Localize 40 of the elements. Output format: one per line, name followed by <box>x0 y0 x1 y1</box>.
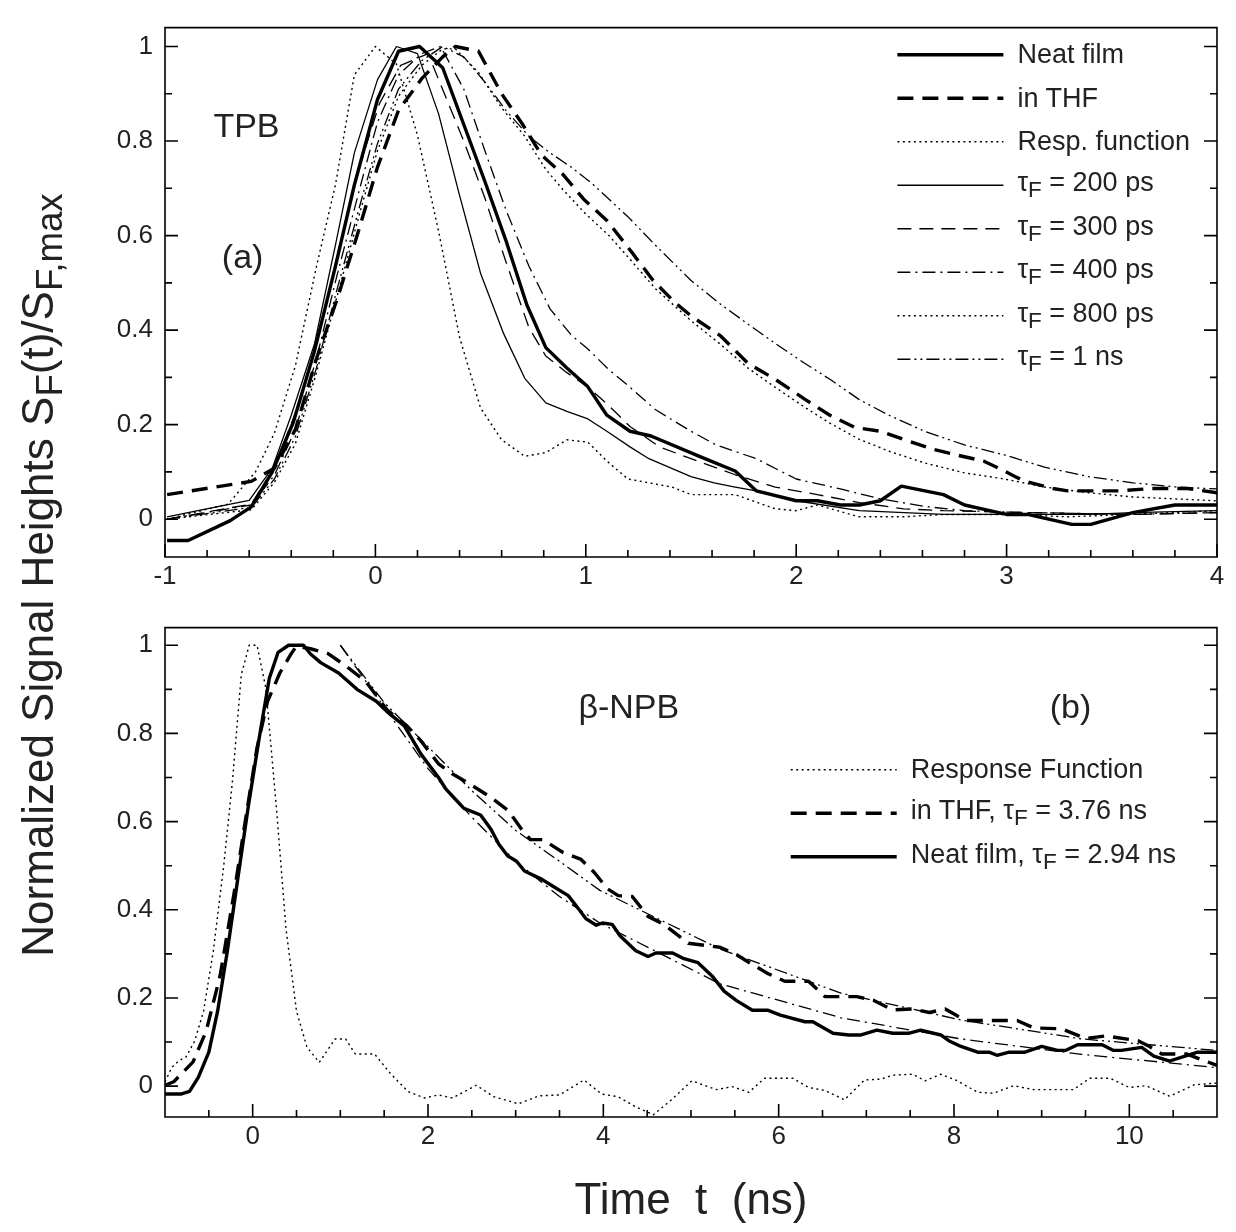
x-tick-label: 2 <box>420 1119 436 1150</box>
legend-label: Response Function <box>910 754 1144 786</box>
legend-label: in THF <box>1017 82 1098 114</box>
x-tick-label: 0 <box>245 1119 260 1150</box>
x-tick-label: 6 <box>771 1119 786 1150</box>
legend-label: Neat film <box>1017 39 1124 71</box>
x-tick-label: 2 <box>788 559 804 590</box>
y-tick-label: 0 <box>138 1069 153 1100</box>
x-tick-label: 4 <box>596 1119 611 1150</box>
legend-label: τ$_{F}$ = 300 ps <box>1017 210 1154 247</box>
x-tick-label: 3 <box>999 559 1014 590</box>
y-tick-label: 0.8 <box>116 716 153 747</box>
annotation: (b) <box>1049 687 1092 726</box>
y-tick-label: 0.4 <box>116 892 153 923</box>
x-tick-label: -1 <box>153 559 177 590</box>
legend-label: τ$_{F}$ = 800 ps <box>1017 297 1154 334</box>
x-tick-label: 10 <box>1114 1119 1144 1150</box>
annotation: β-NPB <box>578 687 680 726</box>
x-tick-label: 1 <box>578 559 594 590</box>
y-tick-label: 0.6 <box>116 218 153 249</box>
legend-label: τ$_{F}$ = 200 ps <box>1017 167 1154 204</box>
y-tick-label: 1 <box>138 29 153 60</box>
legend-label: τ$_{F}$ = 400 ps <box>1017 254 1154 291</box>
annotation: (a) <box>221 237 264 276</box>
y-tick-label: 1 <box>138 628 153 659</box>
x-tick-label: 0 <box>368 559 383 590</box>
x-tick-label: 8 <box>946 1119 962 1150</box>
y-tick-label: 0.2 <box>116 407 153 438</box>
annotation: TPB <box>213 105 280 144</box>
legend-label: τ$_{F}$ = 1 ns <box>1017 341 1124 378</box>
x-tick-label: 4 <box>1209 559 1225 590</box>
y-tick-label: 0 <box>138 502 153 533</box>
y-tick-label: 0.6 <box>116 804 153 835</box>
legend-label: Neat film, τ$_{F}$ = 2.94 ns <box>910 838 1176 875</box>
y-tick-label: 0.2 <box>116 981 153 1012</box>
legend-label: in THF, τ$_{F}$ = 3.76 ns <box>910 795 1147 832</box>
x-axis-title: Time t (ns) <box>574 1173 808 1223</box>
y-tick-label: 0.4 <box>116 313 153 344</box>
y-tick-label: 0.8 <box>116 124 153 155</box>
legend-label: Resp. function <box>1017 126 1190 158</box>
